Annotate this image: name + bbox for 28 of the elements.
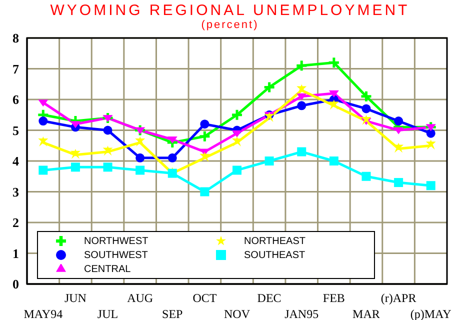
x-tick-label: NOV (224, 307, 250, 320)
x-tick-label: FEB (322, 291, 345, 305)
x-tick-label: MAY94 (24, 307, 63, 320)
y-tick-label: 5 (12, 122, 20, 138)
y-tick-label: 3 (12, 184, 20, 200)
x-tick-label: DEC (257, 291, 282, 305)
chart-title: WYOMING REGIONAL UNEMPLOYMENT (49, 2, 411, 19)
legend-label: SOUTHWEST (84, 250, 148, 260)
legend-label: SOUTHEAST (244, 250, 306, 260)
y-tick-label: 2 (12, 215, 19, 230)
legend-label: CENTRAL (84, 264, 131, 274)
x-tick-label: (r)APR (380, 291, 416, 305)
y-tick-label: 4 (12, 154, 20, 169)
x-tick-label: MAR (352, 307, 380, 320)
y-tick-label: 7 (12, 61, 20, 76)
x-tick-label: OCT (192, 291, 218, 305)
x-tick-label: JAN95 (284, 307, 319, 320)
x-tick-label: JUL (97, 307, 118, 320)
legend-label: NORTHWEST (84, 236, 148, 246)
y-tick-label: 0 (12, 276, 19, 292)
y-tick-label: 8 (12, 30, 20, 46)
legend-label: NORTHEAST (244, 236, 306, 246)
x-tick-label: JUN (64, 291, 87, 305)
y-tick-label: 1 (12, 246, 19, 261)
chart-subtitle: (percent) (200, 19, 260, 31)
x-tick-label: SEP (162, 307, 184, 320)
x-tick-label: AUG (127, 291, 154, 305)
y-tick-label: 6 (12, 92, 20, 108)
